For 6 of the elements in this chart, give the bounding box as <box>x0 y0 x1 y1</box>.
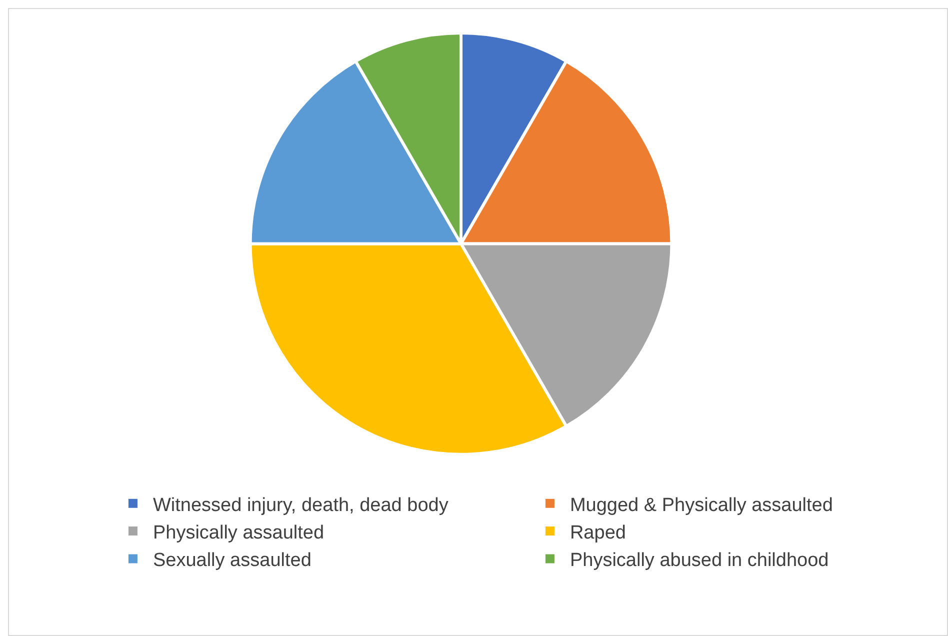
legend-label: Raped <box>570 522 626 544</box>
legend-label: Physically abused in childhood <box>570 550 829 572</box>
legend-label: Physically assaulted <box>152 522 324 544</box>
legend-label: Mugged & Physically assaulted <box>570 494 833 516</box>
legend-label: Sexually assaulted <box>152 550 312 572</box>
legend-label: Witnessed injury, death, dead body <box>152 494 449 516</box>
